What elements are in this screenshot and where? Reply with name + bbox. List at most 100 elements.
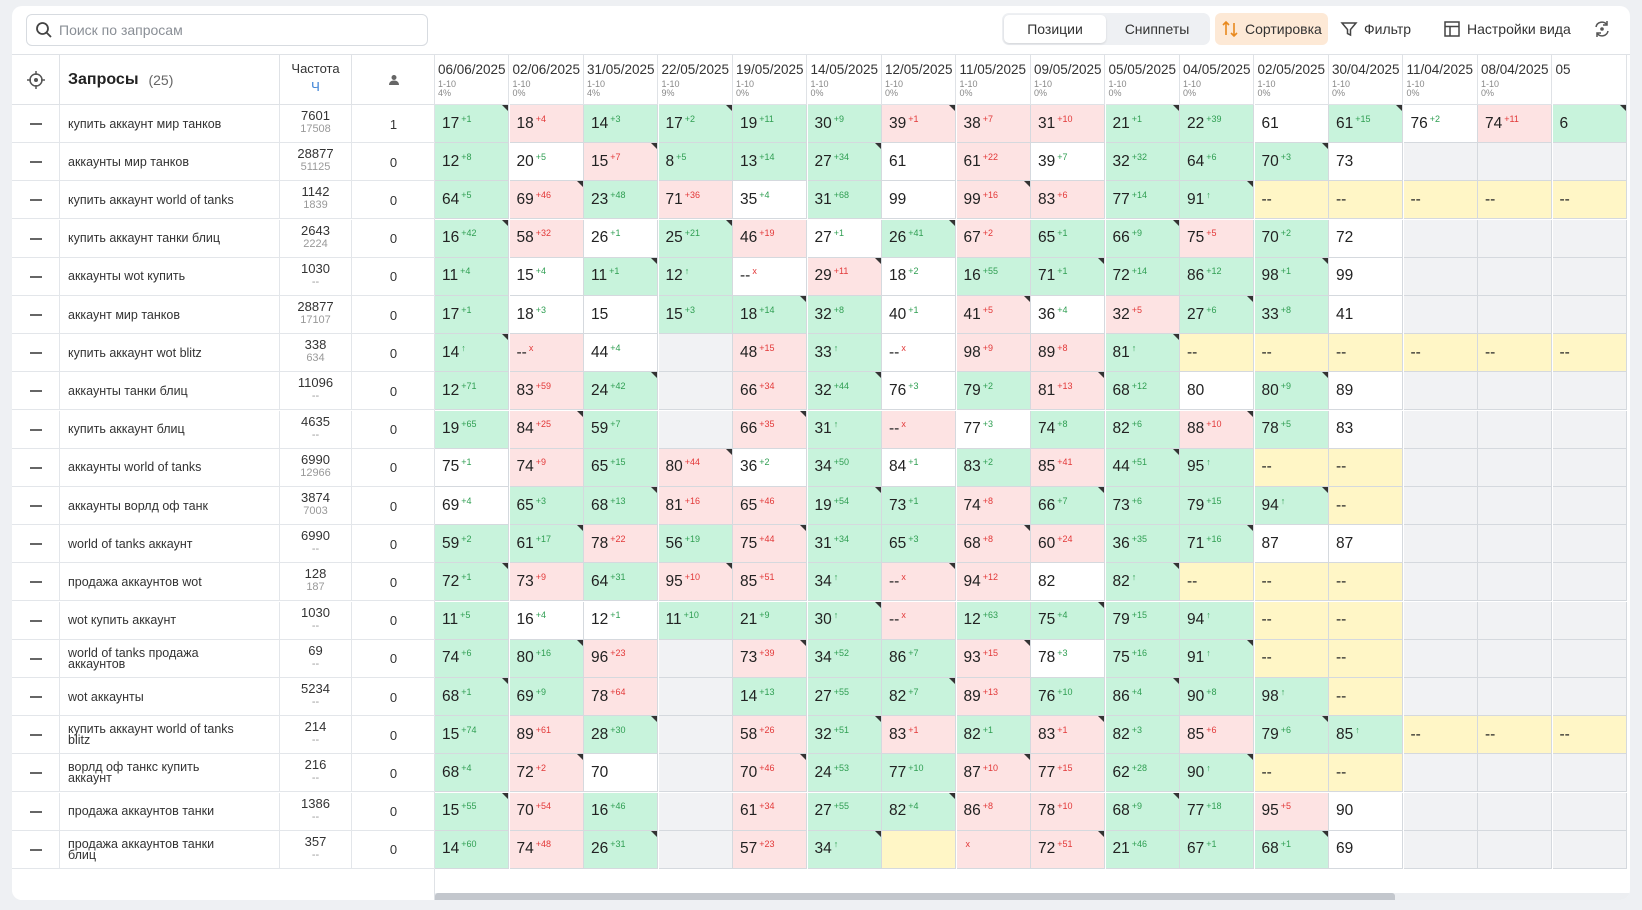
position-cell[interactable]: 8 +5 [658, 143, 733, 182]
query-text[interactable]: аккаунт мир танков [60, 296, 280, 334]
position-cell[interactable] [1552, 487, 1627, 525]
position-cell[interactable]: 98 ↑ [1254, 678, 1329, 716]
position-cell[interactable]: 26 +31 [584, 830, 658, 869]
position-cell[interactable]: 32 +44 [807, 372, 882, 411]
query-text[interactable]: продажа аккаунтов танки [60, 792, 280, 831]
position-cell[interactable]: 86 +4 [1105, 678, 1180, 716]
position-cell[interactable]: 79 +15 [1180, 487, 1254, 525]
queries-header[interactable]: Запросы (25) [60, 55, 280, 105]
position-cell[interactable]: 17 +2 [658, 105, 733, 143]
position-cell[interactable]: 70 +54 [509, 792, 584, 831]
position-cell[interactable] [658, 830, 733, 869]
position-cell[interactable]: 17 +1 [435, 296, 509, 334]
position-cell[interactable] [1552, 830, 1627, 869]
position-cell[interactable]: 83 +2 [956, 448, 1031, 487]
position-cell[interactable]: 31 +34 [807, 525, 882, 564]
position-cell[interactable]: 80 +16 [509, 639, 584, 678]
position-cell[interactable]: 65 +15 [584, 448, 658, 487]
position-cell[interactable]: -- [1552, 181, 1627, 220]
position-cell[interactable]: 32 +8 [807, 296, 882, 334]
position-cell[interactable]: 69 +46 [509, 181, 584, 220]
position-cell[interactable]: 17 +1 [435, 105, 509, 143]
position-cell[interactable]: 94 +12 [956, 563, 1031, 602]
position-cell[interactable] [658, 372, 733, 411]
position-cell[interactable]: 74 +6 [435, 639, 509, 678]
query-text[interactable]: купить аккаунт wot blitz [60, 334, 280, 373]
position-cell[interactable]: 79 +6 [1254, 716, 1329, 755]
position-cell[interactable]: 86 +8 [956, 792, 1031, 831]
position-cell[interactable]: 99 [882, 181, 956, 220]
position-cell[interactable]: 19 +11 [733, 105, 807, 143]
position-cell[interactable]: 41 [1329, 296, 1403, 334]
position-cell[interactable] [658, 678, 733, 716]
position-cell[interactable]: 72 +2 [509, 754, 584, 793]
position-cell[interactable]: 59 +7 [584, 410, 658, 449]
position-cell[interactable] [1478, 296, 1552, 334]
collapse-row-button[interactable] [12, 372, 60, 411]
query-text[interactable]: wot купить аккаунт [60, 601, 280, 640]
collapse-row-button[interactable] [12, 334, 60, 373]
query-text[interactable]: ворлд оф танкс купить аккаунт [60, 754, 280, 793]
users-header[interactable] [352, 55, 435, 105]
position-cell[interactable]: 25 +21 [658, 219, 733, 258]
position-cell[interactable]: 73 +9 [509, 563, 584, 602]
position-cell[interactable]: 24 +42 [584, 372, 658, 411]
position-cell[interactable]: -- [1254, 601, 1329, 640]
position-cell[interactable]: 39 +1 [882, 105, 956, 143]
position-cell[interactable] [1552, 525, 1627, 564]
query-text[interactable]: купить аккаунт world of tanks blitz [60, 716, 280, 755]
position-cell[interactable] [1478, 754, 1552, 793]
position-cell[interactable]: 89 +13 [956, 678, 1031, 716]
position-cell[interactable]: 41 +5 [956, 296, 1031, 334]
query-text[interactable]: аккаунты ворлд оф танк [60, 487, 280, 525]
target-icon-cell[interactable] [12, 55, 60, 105]
position-cell[interactable] [1478, 487, 1552, 525]
position-cell[interactable]: -- [1254, 754, 1329, 793]
position-cell[interactable]: -- [1329, 678, 1403, 716]
position-cell[interactable]: 82 ↑ [1105, 563, 1180, 602]
position-cell[interactable]: 87 [1254, 525, 1329, 564]
frequency-unit[interactable]: Ч [311, 79, 320, 94]
position-cell[interactable]: 59 +2 [435, 525, 509, 564]
position-cell[interactable] [1403, 487, 1478, 525]
position-cell[interactable]: 93 +15 [956, 639, 1031, 678]
position-cell[interactable]: -- [1254, 448, 1329, 487]
collapse-row-button[interactable] [12, 105, 60, 143]
position-cell[interactable]: 24 +53 [807, 754, 882, 793]
position-cell[interactable]: 70 +3 [1254, 143, 1329, 182]
position-cell[interactable] [1478, 830, 1552, 869]
position-cell[interactable]: 71 +36 [658, 181, 733, 220]
frequency-header[interactable]: Частота Ч [280, 55, 352, 105]
date-column-header[interactable]: 14/05/2025 1-10 0% [807, 55, 882, 105]
position-cell[interactable]: 32 +51 [807, 716, 882, 755]
position-cell[interactable]: 85 +6 [1180, 716, 1254, 755]
position-cell[interactable] [1478, 143, 1552, 182]
date-column-header[interactable]: 30/04/2025 1-10 0% [1329, 55, 1403, 105]
position-cell[interactable]: 89 +61 [509, 716, 584, 755]
position-cell[interactable] [1552, 563, 1627, 602]
position-cell[interactable]: 90 ↑ [1180, 754, 1254, 793]
position-cell[interactable]: 81 ↑ [1105, 334, 1180, 373]
collapse-row-button[interactable] [12, 754, 60, 793]
position-cell[interactable] [1478, 525, 1552, 564]
position-cell[interactable]: 85 ↑ [1329, 716, 1403, 755]
position-cell[interactable]: 16 +42 [435, 219, 509, 258]
position-cell[interactable]: -- x [882, 601, 956, 640]
position-cell[interactable]: 78 +64 [584, 678, 658, 716]
position-cell[interactable]: 95 +10 [658, 563, 733, 602]
position-cell[interactable] [1478, 563, 1552, 602]
position-cell[interactable] [1552, 143, 1627, 182]
refresh-button[interactable] [1592, 13, 1612, 45]
position-cell[interactable]: 65 +1 [1031, 219, 1105, 258]
tab-positions[interactable]: Позиции [1004, 15, 1106, 43]
position-cell[interactable]: 91 ↑ [1180, 639, 1254, 678]
position-cell[interactable]: 27 +34 [807, 143, 882, 182]
tab-snippets[interactable]: Сниппеты [1124, 21, 1190, 37]
position-cell[interactable]: 15 [584, 296, 658, 334]
position-cell[interactable] [1478, 257, 1552, 296]
position-cell[interactable]: 99 [1329, 257, 1403, 296]
position-cell[interactable]: 94 ↑ [1180, 601, 1254, 640]
query-text[interactable]: world of tanks продажа аккаунтов [60, 639, 280, 678]
position-cell[interactable]: 78 +22 [584, 525, 658, 564]
position-cell[interactable]: 78 +10 [1031, 792, 1105, 831]
